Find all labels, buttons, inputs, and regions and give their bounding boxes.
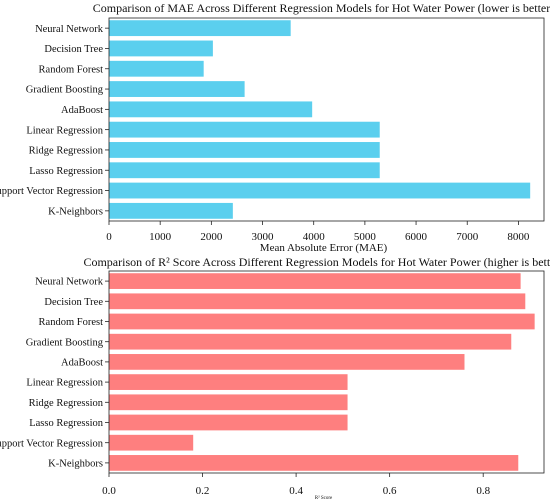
r2-xtick-label-2: 0.4 (289, 485, 303, 497)
r2-xtick-label-0: 0.0 (102, 485, 116, 497)
r2-chart-panel: Comparison of R² Score Across Different … (0, 255, 550, 501)
r2-category-label-2: Random Forest (39, 317, 104, 328)
r2-category-label-8: Support Vector Regression (0, 438, 104, 449)
mae-xtick-label-0: 0 (106, 231, 112, 243)
r2-bar-9 (109, 455, 519, 471)
r2-category-label-9: K-Neighbors (48, 459, 103, 470)
mae-bar-1 (109, 40, 213, 57)
r2-bar-7 (109, 414, 348, 431)
mae-xtick-label-6: 6000 (405, 231, 428, 243)
mae-category-label-9: K-Neighbors (48, 206, 103, 217)
mae-bar-3 (109, 81, 245, 97)
mae-category-label-2: Random Forest (39, 64, 104, 75)
r2-bar-0 (109, 273, 521, 289)
mae-category-label-4: AdaBoost (61, 105, 103, 116)
r2-category-label-7: Lasso Regression (29, 418, 104, 429)
r2-xtick-label-1: 0.2 (196, 485, 210, 497)
r2-xtick-label-3: 0.6 (383, 485, 397, 497)
mae-category-label-0: Neural Network (35, 24, 104, 35)
mae-axes-frame (108, 17, 545, 222)
mae-category-label-1: Decision Tree (44, 44, 103, 55)
mae-xtick-label-5: 5000 (354, 231, 377, 243)
mae-category-label-8: Support Vector Regression (0, 186, 104, 197)
r2-bar-8 (109, 434, 194, 451)
mae-xtick-label-8: 8000 (507, 231, 530, 243)
mae-bar-7 (109, 162, 380, 179)
mae-bar-4 (109, 101, 313, 118)
r2-category-label-3: Gradient Boosting (26, 337, 104, 348)
r2-axes-frame (108, 270, 545, 474)
r2-category-label-1: Decision Tree (44, 297, 103, 308)
mae-xtick-label-7: 7000 (456, 231, 479, 243)
mae-x-axis-label: Mean Absolute Error (MAE) (260, 242, 388, 254)
mae-bar-8 (109, 182, 531, 199)
mae-bar-9 (109, 202, 233, 219)
mae-bar-6 (109, 142, 380, 158)
r2-x-axis-label: R² Score (315, 495, 333, 501)
r2-category-label-4: AdaBoost (61, 358, 103, 369)
mae-bar-0 (109, 20, 291, 37)
mae-bar-2 (109, 60, 204, 77)
mae-chart-title: Comparison of MAE Across Different Regre… (93, 1, 550, 15)
r2-bar-5 (109, 374, 348, 390)
mae-category-label-7: Lasso Regression (29, 166, 104, 177)
mae-xtick-label-1: 1000 (149, 231, 172, 243)
r2-bar-6 (109, 394, 348, 411)
r2-category-label-5: Linear Regression (26, 378, 103, 389)
r2-bar-4 (109, 354, 465, 370)
mae-bar-5 (109, 121, 380, 138)
mae-category-label-5: Linear Regression (26, 125, 103, 136)
mae-xtick-label-4: 4000 (303, 231, 326, 243)
mae-xtick-label-3: 3000 (252, 231, 275, 243)
r2-category-label-0: Neural Network (35, 277, 104, 288)
mae-category-label-3: Gradient Boosting (26, 85, 104, 96)
r2-bar-2 (109, 313, 535, 330)
r2-bar-3 (109, 333, 512, 350)
r2-bar-1 (109, 293, 526, 310)
mae-xtick-label-2: 2000 (200, 231, 223, 243)
r2-chart-title: Comparison of R² Score Across Different … (83, 255, 550, 269)
mae-category-label-6: Ridge Regression (29, 146, 104, 157)
r2-xtick-label-4: 0.8 (476, 485, 490, 497)
r2-category-label-6: Ridge Regression (29, 398, 104, 409)
mae-chart-panel: Comparison of MAE Across Different Regre… (0, 1, 550, 254)
